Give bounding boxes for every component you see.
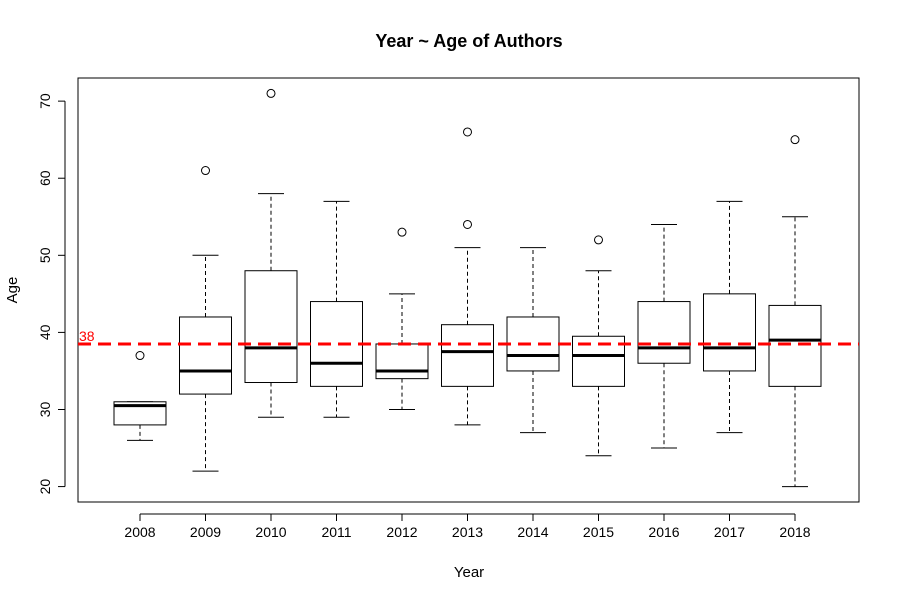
x-tick-label-2018: 2018 (779, 524, 810, 540)
outlier-2018-65 (790, 135, 800, 145)
x-tick-label-2012: 2012 (386, 524, 417, 540)
y-tick-label-40: 40 (37, 324, 53, 340)
box-rect-2010 (244, 270, 298, 384)
x-tick-label-2013: 2013 (452, 524, 483, 540)
x-tick-label-2016: 2016 (648, 524, 679, 540)
boxes-group (113, 88, 822, 488)
x-tick-label-2017: 2017 (714, 524, 745, 540)
box-2008 (113, 351, 167, 441)
plot-frame (77, 77, 860, 503)
x-tick-label-2009: 2009 (190, 524, 221, 540)
box-2015 (572, 235, 625, 457)
box-rect-2013 (441, 324, 494, 387)
y-axis-label: Age (4, 277, 21, 304)
y-tick-label-30: 30 (37, 401, 53, 417)
y-axis: 20 30 40 50 60 70 (37, 93, 66, 495)
x-tick-label-2008: 2008 (124, 524, 155, 540)
outlier-2015-52 (594, 235, 603, 245)
box-rect-2017 (703, 293, 756, 372)
y-tick-label-70: 70 (37, 93, 53, 109)
x-tick-label-2011: 2011 (321, 524, 351, 540)
box-2013 (441, 127, 494, 426)
outlier-2010-71 (266, 88, 276, 98)
box-2016 (637, 223, 691, 449)
x-tick-label-2015: 2015 (583, 524, 614, 540)
box-rect-2008 (113, 401, 167, 426)
outlier-2012-53 (397, 227, 407, 237)
reference-line-group: 38 (78, 328, 859, 346)
x-axis-label: Year (454, 564, 484, 581)
box-rect-2009 (179, 316, 232, 395)
box-2010 (244, 88, 298, 418)
outlier-2013-66 (463, 127, 472, 137)
box-rect-2012 (375, 343, 429, 380)
outlier-2013-54 (463, 219, 472, 229)
x-tick-label-2014: 2014 (517, 524, 548, 540)
x-tick-label-2010: 2010 (255, 524, 286, 540)
box-rect-2018 (768, 304, 822, 387)
chart-title: Year ~ Age of Authors (375, 31, 562, 51)
reference-line-label: 38 (79, 328, 95, 344)
box-rect-2014 (506, 316, 560, 372)
y-tick-label-50: 50 (37, 247, 53, 263)
box-2009 (179, 166, 232, 472)
y-tick-label-60: 60 (37, 170, 53, 186)
outlier-2009-61 (201, 166, 210, 176)
box-2017 (703, 200, 756, 434)
y-tick-label-20: 20 (37, 479, 53, 495)
box-2012 (375, 227, 429, 410)
box-2014 (506, 247, 560, 434)
box-2011 (310, 200, 363, 418)
outlier-2008-37 (135, 351, 145, 361)
x-axis: 2008 2009 2010 2011 2012 2013 2014 2015 2016 2017… (124, 513, 811, 540)
box-rect-2016 (637, 301, 691, 364)
box-2018 (768, 135, 822, 488)
